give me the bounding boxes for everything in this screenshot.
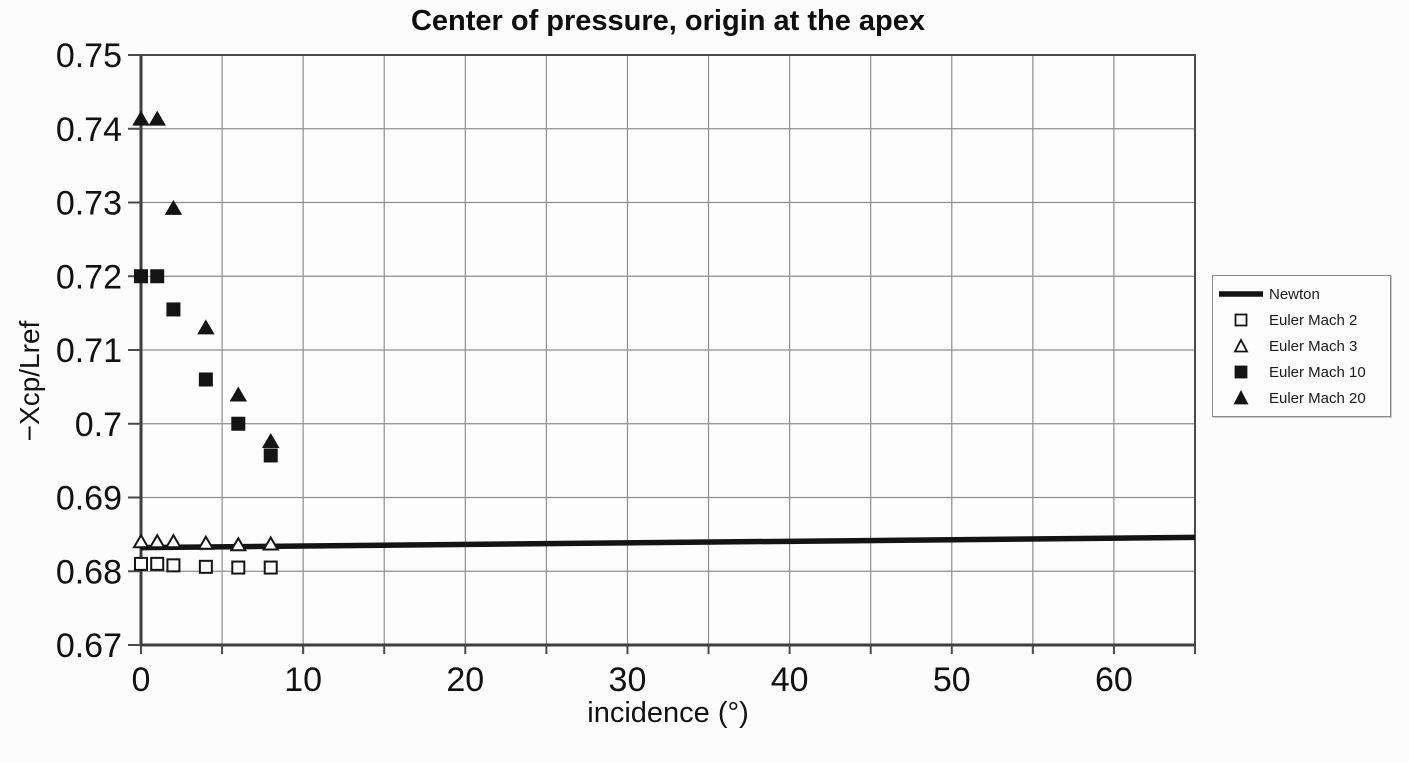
marker-euler-mach-3 (261, 535, 280, 551)
marker-euler-mach-3 (132, 533, 150, 549)
y-tick-label: 0.67 (56, 627, 122, 665)
marker-euler-mach-3 (148, 533, 166, 549)
x-tick-label: 20 (446, 661, 484, 699)
marker-euler-mach-10 (263, 448, 278, 463)
x-tick-label: 0 (132, 661, 151, 699)
marker-euler-mach-2 (134, 556, 148, 571)
legend-label: Euler Mach 10 (1269, 363, 1366, 381)
legend-label: Euler Mach 3 (1269, 337, 1358, 355)
series-line-newton (140, 534, 1196, 551)
legend-entry-euler-mach-20: Euler Mach 20 (1213, 386, 1390, 410)
chart-title: Center of pressure, origin at the apex (410, 5, 926, 37)
marker-euler-mach-3 (197, 534, 215, 550)
y-tick-label: 0.68 (56, 553, 122, 591)
marker-euler-mach-10 (198, 372, 213, 387)
marker-euler-mach-20 (164, 199, 183, 215)
x-tick-label: 50 (933, 661, 971, 699)
marker-euler-mach-2 (150, 556, 165, 571)
marker-euler-mach-3 (164, 533, 183, 549)
x-tick-label: 10 (284, 661, 322, 699)
x-tick-label: 30 (609, 661, 647, 699)
legend-label: Newton (1269, 285, 1320, 303)
marker-euler-mach-10 (134, 269, 148, 284)
legend: Newton Euler Mach 2 Euler Mach 3 Euler Mach… (1212, 275, 1391, 417)
marker-euler-mach-20 (132, 110, 150, 126)
y-tick-label: 0.71 (56, 332, 122, 370)
y-tick-label: 0.74 (56, 111, 122, 149)
legend-entry-newton: Newton (1213, 282, 1390, 306)
marker-euler-mach-2 (198, 559, 213, 574)
marker-euler-mach-3 (229, 536, 248, 552)
legend-label: Euler Mach 20 (1269, 389, 1366, 407)
marker-euler-mach-10 (231, 416, 246, 431)
legend-entry-euler-mach-2: Euler Mach 2 (1213, 308, 1390, 332)
legend-entry-euler-mach-10: Euler Mach 10 (1213, 360, 1390, 384)
y-tick-label: 0.72 (56, 258, 122, 296)
y-tick-label: 0.69 (56, 480, 122, 518)
triangle-open-marker-icon (1213, 338, 1269, 354)
y-tick-label: 0.73 (56, 185, 122, 223)
x-tick-label: 40 (771, 661, 809, 699)
square-filled-marker-icon (1213, 364, 1269, 380)
marker-euler-mach-2 (231, 560, 246, 575)
marker-euler-mach-10 (150, 269, 165, 284)
marker-euler-mach-2 (263, 560, 278, 575)
marker-euler-mach-20 (197, 319, 215, 335)
marker-euler-mach-20 (148, 110, 166, 126)
marker-euler-mach-20 (261, 432, 280, 448)
marker-euler-mach-20 (229, 386, 248, 402)
legend-label: Euler Mach 2 (1269, 311, 1358, 329)
square-open-marker-icon (1213, 312, 1269, 328)
marker-euler-mach-10 (166, 302, 181, 317)
line-swatch-icon (1213, 286, 1269, 302)
x-axis-label: incidence (°) (587, 697, 749, 729)
y-tick-label: 0.7 (75, 406, 122, 444)
triangle-filled-marker-icon (1213, 390, 1269, 406)
y-tick-label: 0.75 (56, 37, 122, 75)
legend-entry-euler-mach-3: Euler Mach 3 (1213, 334, 1390, 358)
x-tick-label: 60 (1095, 661, 1133, 699)
y-axis-label: −Xcp/Lref (14, 320, 45, 442)
marker-euler-mach-2 (166, 558, 181, 573)
